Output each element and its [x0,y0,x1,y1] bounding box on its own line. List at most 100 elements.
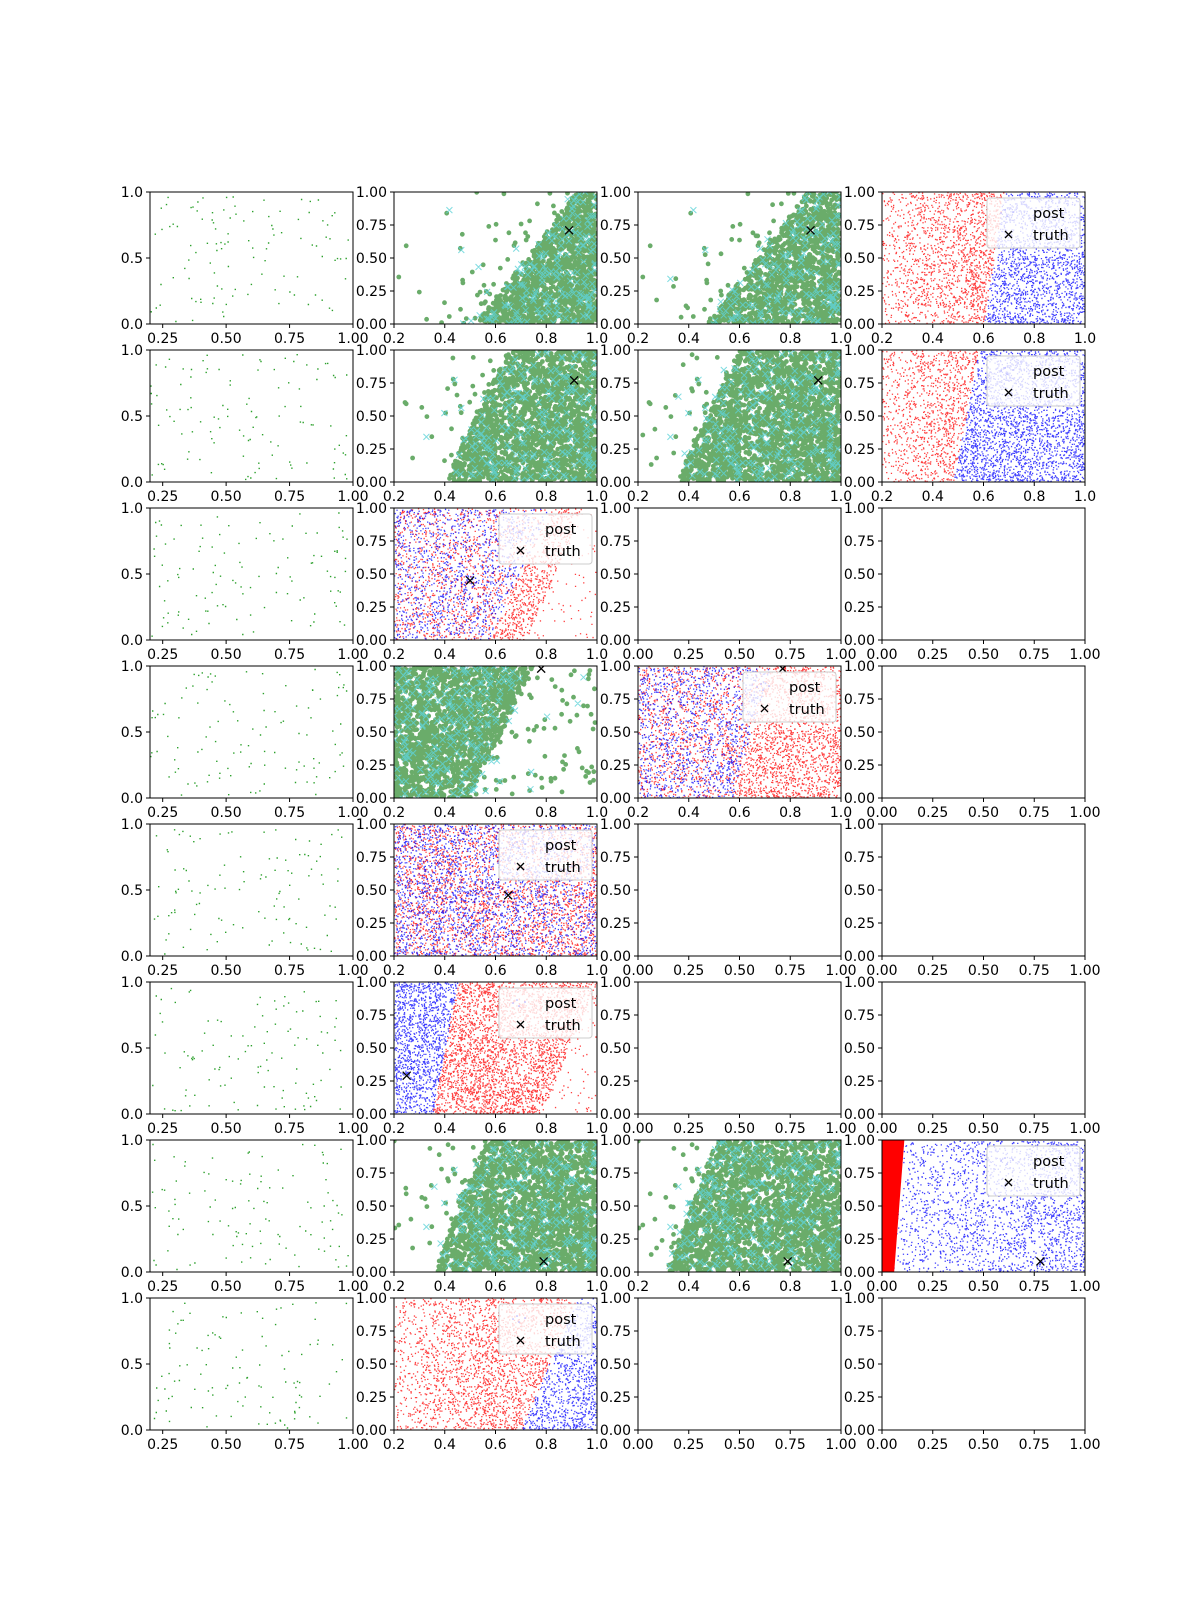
panel-r2-c2-ytick-label: 0.00 [356,475,387,491]
panel-r4-c1-xtick-label: 0.25 [147,805,178,821]
panel-r3-c2-ytick-label: 0.00 [356,633,387,649]
panel-r6-c4-xtick-label: 0.50 [968,1121,999,1137]
panel-r7-c2-samples [392,1138,599,1275]
panel-r1-c3-ytick-label: 0.50 [600,251,631,267]
panel-r2-c2-points [403,346,603,489]
panel-r3-c1-ytick-label: 0.5 [121,567,143,583]
panel-r6-c2-xtick-label: 0.4 [434,1121,456,1137]
panel-r1-c3-xtick-label: 0.6 [728,331,750,347]
panel-r4-c3-xtick-label: 0.6 [728,805,750,821]
panel-r3-c4-ytick-label: 0.00 [844,633,875,649]
panel-r7-c4-ytick-label: 0.25 [844,1232,875,1248]
panel-r8-c4-xtick-label: 0.75 [1019,1437,1050,1453]
panel-r3-c3-frame [638,508,841,640]
panel-r6-c4-frame [882,982,1085,1114]
panel-r4-c3-legend-truth-label: truth [789,702,825,718]
panel-r8-c3-frame [638,1298,841,1430]
panel-r2-c1-ytick-label: 0.0 [121,475,143,491]
panel-r1-c1-prior-points [151,196,349,322]
panel-r3-c2-legend-truth-label: truth [545,544,581,560]
panel-r5-c3-ytick-label: 0.75 [600,850,631,866]
panel-r5-c4-xtick-label: 0.75 [1019,963,1050,979]
panel-r2-c4-ytick-label: 1.00 [844,343,875,359]
panel-r7-c2-xtick-label: 0.4 [434,1279,456,1295]
panel-r1-c2-xtick-label: 0.6 [484,331,506,347]
panel-r5-c1-ytick-label: 1.0 [121,817,143,833]
panel-r5-c1-xtick-label: 0.50 [211,963,242,979]
panel-r5-c4-ytick-label: 1.00 [844,817,875,833]
panel-r7-c4-red-wedge [882,1140,904,1272]
panel-r7-c3-ytick-label: 0.75 [600,1166,631,1182]
panel-r1-c2-ytick-label: 0.75 [356,218,387,234]
panel-r2-c1-axes: 0.25 0.50 0.75 1.000.00.51.0 [121,343,369,505]
panel-r8-c3-xtick-label: 0.75 [775,1437,806,1453]
panel-r6-c4-ytick-label: 0.00 [844,1107,875,1123]
panel-r1-c3-xtick-label: 0.4 [678,331,700,347]
panel-r4-c3-ytick-label: 0.75 [600,692,631,708]
panel-r5-c2-legend-truth-label: truth [545,860,581,876]
panel-r1-c3-xtick-label: 0.8 [779,331,801,347]
panel-r3-c1-xtick-label: 0.25 [147,647,178,663]
panel-r3-c2-xtick-label: 0.8 [535,647,557,663]
panel-r8-c4-xtick-label: 0.50 [968,1437,999,1453]
panel-r6-c1-xtick-label: 0.25 [147,1121,178,1137]
panel-r4-c4-axes: 0.00 0.25 0.50 0.75 1.000.000.250.500.751.00 [844,659,1101,821]
panel-r4-c2-xtick-label: 0.6 [484,805,506,821]
panel-r4-c2-ytick-label: 1.00 [356,659,387,675]
panel-r5-c2-ytick-label: 0.00 [356,949,387,965]
panel-r4-c2-ytick-label: 0.50 [356,725,387,741]
panel-r7-c4-xtick-label: 1.00 [1069,1279,1100,1295]
panel-r5-c1-frame [150,824,353,956]
panel-r3-c4-xtick-label: 0.75 [1019,647,1050,663]
panel-r3-c3-ytick-label: 0.25 [600,600,631,616]
panel-r5-c1-xtick-label: 0.75 [274,963,305,979]
panel-r5-c2-ytick-label: 1.00 [356,817,387,833]
panel-r2-c3-points [640,346,846,489]
panel-r2-c4-ytick-label: 0.50 [844,409,875,425]
panel-r5-c3-axes: 0.00 0.25 0.50 0.75 1.000.000.250.500.751.00 [600,817,857,979]
panel-r4-c3-ytick-label: 1.00 [600,659,631,675]
panel-r8-c4-ytick-label: 0.50 [844,1357,875,1373]
panel-r3-c3-ytick-label: 0.50 [600,567,631,583]
panel-r2-c3-xtick-label: 0.6 [728,489,750,505]
panel-r5-c2-ytick-label: 0.75 [356,850,387,866]
panel-r5-c2-xtick-label: 0.8 [535,963,557,979]
panel-r1-c4-ytick-label: 0.50 [844,251,875,267]
panel-r4-c2-samples [392,664,598,801]
panel-r6-c1-ytick-label: 0.5 [121,1041,143,1057]
panel-r6-c2-xtick-label: 0.8 [535,1121,557,1137]
panel-r1-c1-axes: 0.25 0.50 0.75 1.000.00.51.0 [121,185,369,347]
panel-r3-c4-ytick-label: 1.00 [844,501,875,517]
panel-r7-c2-ytick-label: 0.00 [356,1265,387,1281]
panel-r6-c2-ytick-label: 0.75 [356,1008,387,1024]
panel-r1-c2-xtick-label: 0.8 [535,331,557,347]
panel-r5-c1-xtick-label: 0.25 [147,963,178,979]
panel-r2-c4-xtick-label: 0.4 [922,489,944,505]
panel-r2-c4-xtick-label: 0.6 [972,489,994,505]
panel-r5-c2-legend-post-label: post [545,838,577,854]
panel-r8-c2-xtick-label: 0.8 [535,1437,557,1453]
panel-r2-c2-ytick-label: 0.75 [356,376,387,392]
panel-r1-c3-ytick-label: 1.00 [600,185,631,201]
panel-r2-c2-ytick-label: 1.00 [356,343,387,359]
panel-r3-c1-ytick-label: 0.0 [121,633,143,649]
panel-r7-c3-points [636,1137,847,1276]
panel-r5-c2-ytick-label: 0.50 [356,883,387,899]
panel-r6-c3-xtick-label: 0.75 [775,1121,806,1137]
panel-r4-c1-xtick-label: 0.75 [274,805,305,821]
panel-r5-c1-axes: 0.25 0.50 0.75 1.000.00.51.0 [121,817,369,979]
panel-r6-c4-ytick-label: 0.75 [844,1008,875,1024]
panel-r2-c4-ytick-label: 0.25 [844,442,875,458]
panel-r6-c1-ytick-label: 0.0 [121,1107,143,1123]
panel-r7-c3-ytick-label: 0.00 [600,1265,631,1281]
panel-r3-c4-frame [882,508,1085,640]
panel-r6-c3-ytick-label: 1.00 [600,975,631,991]
panel-r3-c2-ytick-label: 0.75 [356,534,387,550]
panel-r6-c1-xtick-label: 0.50 [211,1121,242,1137]
panel-r6-c4-axes: 0.00 0.25 0.50 0.75 1.000.000.250.500.751.00 [844,975,1101,1137]
panel-r4-c4-ytick-label: 1.00 [844,659,875,675]
panel-r3-c4-ytick-label: 0.50 [844,567,875,583]
panel-r7-c2-xtick-label: 0.8 [535,1279,557,1295]
